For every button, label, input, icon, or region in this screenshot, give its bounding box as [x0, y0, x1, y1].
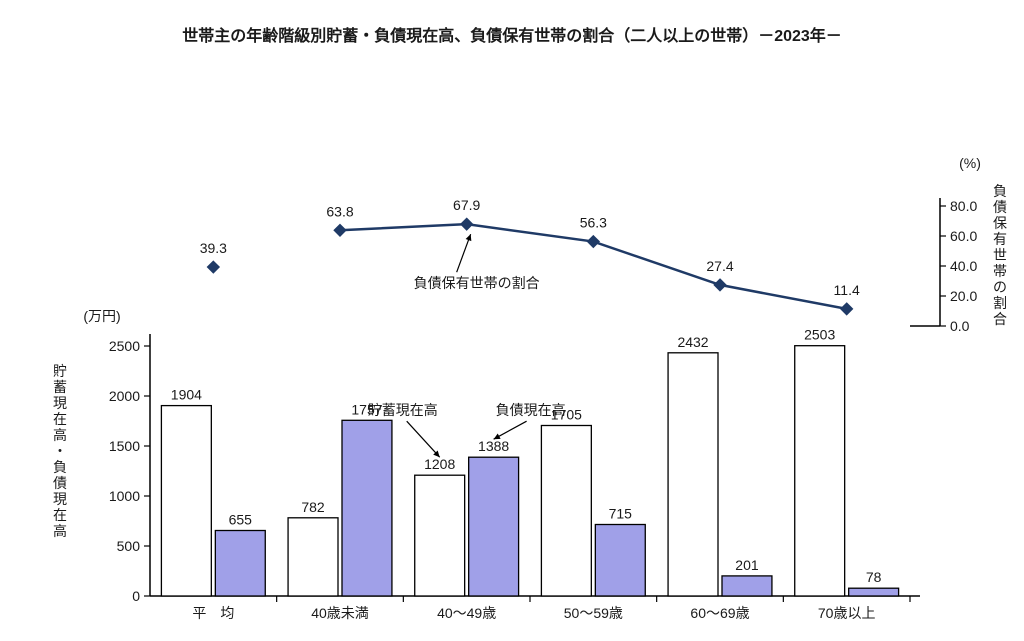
svg-text:70歳以上: 70歳以上 — [818, 605, 876, 621]
bar-debt — [215, 531, 265, 597]
svg-text:貯蓄現在高: 貯蓄現在高 — [368, 402, 438, 418]
svg-text:78: 78 — [866, 569, 882, 585]
svg-text:(%): (%) — [959, 155, 981, 171]
svg-text:世: 世 — [993, 247, 1007, 263]
svg-text:現: 現 — [53, 491, 67, 507]
svg-text:2503: 2503 — [804, 327, 835, 343]
bar-debt — [469, 457, 519, 596]
svg-text:貯: 貯 — [53, 363, 67, 379]
svg-text:80.0: 80.0 — [950, 198, 977, 214]
svg-text:50～59歳: 50～59歳 — [564, 605, 623, 621]
bar-debt — [849, 588, 899, 596]
marker-debt-ratio — [587, 236, 599, 248]
chart-svg: 0 500 1000 1500 2000 2500 平 均 40歳未満 40～49歳 50～59歳… — [0, 46, 1024, 641]
svg-text:60～69歳: 60～69歳 — [690, 605, 749, 621]
bar-debt — [722, 576, 772, 596]
svg-text:債: 債 — [993, 199, 1007, 215]
svg-text:782: 782 — [301, 499, 325, 515]
svg-text:0.0: 0.0 — [950, 318, 970, 334]
svg-text:715: 715 — [609, 506, 633, 522]
svg-text:40歳未満: 40歳未満 — [311, 605, 369, 621]
svg-text:帯: 帯 — [993, 263, 1007, 279]
svg-text:現: 現 — [53, 395, 67, 411]
bar-savings — [668, 353, 718, 596]
svg-text:債: 債 — [53, 475, 67, 491]
svg-text:1904: 1904 — [171, 387, 202, 403]
marker-debt-ratio — [841, 303, 853, 315]
bar-debt — [342, 420, 392, 596]
svg-text:27.4: 27.4 — [706, 258, 733, 274]
bar-savings — [161, 406, 211, 596]
bar-savings — [288, 518, 338, 596]
svg-text:負債現在高: 負債現在高 — [496, 402, 566, 418]
chart-title: 世帯主の年齢階級別貯蓄・負債現在高、負債保有世帯の割合（二人以上の世帯）－202… — [0, 22, 1024, 46]
svg-text:1500: 1500 — [109, 438, 140, 454]
svg-text:負債保有世帯の割合: 負債保有世帯の割合 — [414, 275, 540, 291]
svg-text:(万円): (万円) — [83, 308, 120, 324]
bar-savings — [795, 346, 845, 596]
marker-debt-ratio — [461, 218, 473, 230]
svg-text:負: 負 — [53, 459, 67, 475]
bar-savings — [541, 426, 591, 597]
svg-text:平 均: 平 均 — [192, 605, 234, 621]
svg-text:保: 保 — [993, 215, 1007, 231]
svg-text:負: 負 — [993, 183, 1007, 199]
svg-text:在: 在 — [53, 507, 67, 523]
svg-text:11.4: 11.4 — [834, 282, 860, 298]
svg-text:2500: 2500 — [109, 338, 140, 354]
svg-text:1000: 1000 — [109, 488, 140, 504]
marker-debt-ratio — [714, 279, 726, 291]
svg-text:201: 201 — [735, 557, 759, 573]
svg-text:高: 高 — [53, 523, 67, 539]
svg-text:在: 在 — [53, 411, 67, 427]
bar-savings — [415, 475, 465, 596]
svg-text:高: 高 — [53, 427, 67, 443]
svg-text:の: の — [993, 279, 1007, 295]
svg-text:割: 割 — [993, 295, 1007, 311]
svg-text:56.3: 56.3 — [580, 215, 607, 231]
svg-text:63.8: 63.8 — [326, 203, 353, 219]
svg-text:2432: 2432 — [677, 334, 708, 350]
svg-text:40～49歳: 40～49歳 — [437, 605, 496, 621]
svg-text:1388: 1388 — [478, 438, 509, 454]
svg-text:39.3: 39.3 — [200, 240, 227, 256]
svg-text:67.9: 67.9 — [453, 197, 480, 213]
svg-text:500: 500 — [117, 538, 141, 554]
svg-text:40.0: 40.0 — [950, 258, 977, 274]
svg-text:2000: 2000 — [109, 388, 140, 404]
svg-text:60.0: 60.0 — [950, 228, 977, 244]
svg-text:20.0: 20.0 — [950, 288, 977, 304]
bar-debt — [595, 525, 645, 597]
marker-debt-ratio — [207, 261, 219, 273]
svg-text:合: 合 — [993, 311, 1007, 327]
svg-text:0: 0 — [132, 588, 140, 604]
marker-debt-ratio — [334, 224, 346, 236]
svg-text:655: 655 — [229, 512, 253, 528]
svg-text:蓄: 蓄 — [53, 379, 67, 395]
svg-text:有: 有 — [993, 231, 1007, 247]
svg-text:1208: 1208 — [424, 456, 455, 472]
svg-text:・: ・ — [53, 443, 67, 459]
